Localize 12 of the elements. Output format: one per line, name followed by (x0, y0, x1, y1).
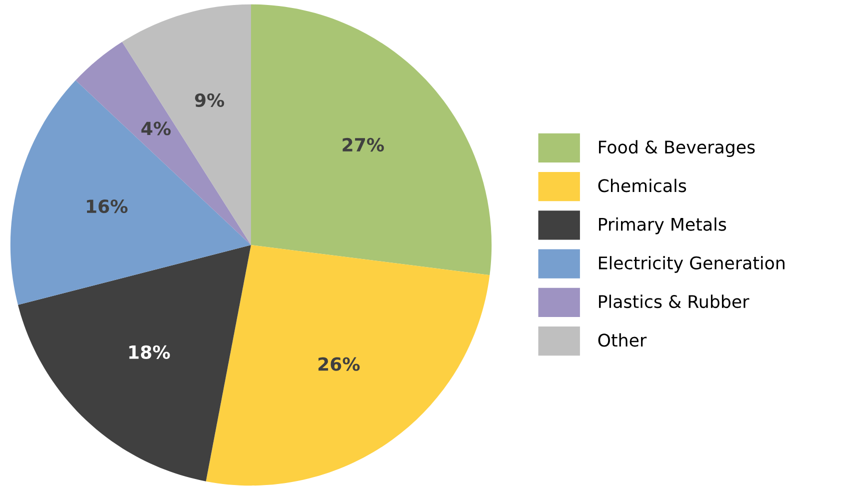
legend-label: Plastics & Rubber (599, 294, 750, 308)
data-label: 4% (141, 122, 171, 136)
legend-label: Other (598, 333, 647, 347)
data-label: 9% (194, 93, 224, 107)
legend-label: Chemicals (598, 178, 686, 192)
legend-label: Food & Beverages (599, 140, 755, 157)
data-label: 27% (342, 138, 384, 152)
data-label: 16% (86, 199, 128, 214)
legend-label: Primary Metals (599, 217, 726, 234)
data-label: 26% (318, 357, 360, 371)
legend-label: Electricity Generation (599, 256, 784, 273)
data-label: 18% (129, 345, 170, 359)
